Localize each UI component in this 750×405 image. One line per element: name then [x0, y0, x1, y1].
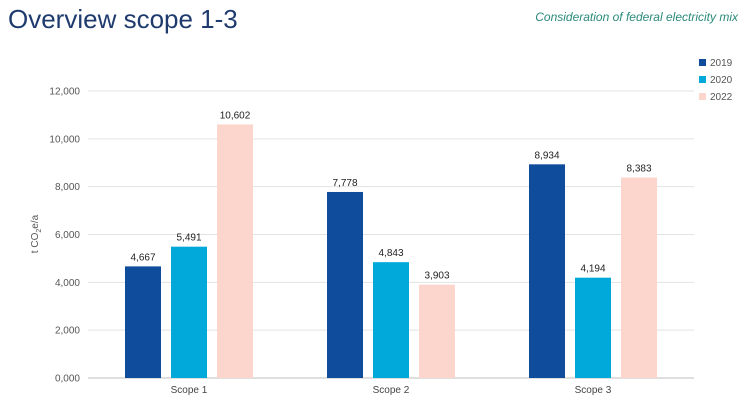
- y-tick-label: 10,000: [49, 134, 80, 145]
- legend-swatch-2019: [699, 59, 706, 66]
- bar-2019-scope-1: [125, 266, 161, 378]
- legend-swatch-2020: [699, 76, 706, 83]
- bar-2022-scope-3: [621, 177, 657, 378]
- x-tick-label: Scope 3: [575, 385, 612, 396]
- bar-2019-scope-2: [327, 191, 363, 378]
- y-axis-label-sub: 2: [36, 229, 43, 233]
- data-label: 8,383: [626, 164, 651, 175]
- bar-2022-scope-2: [419, 284, 455, 378]
- page-title: Overview scope 1-3: [8, 4, 238, 34]
- bar-2020-scope-1: [171, 246, 207, 378]
- y-tick-label: 2,000: [55, 326, 80, 337]
- bar-2020-scope-3: [575, 277, 611, 378]
- y-tick-label: 6,000: [55, 230, 80, 241]
- chart-subtitle: Consideration of federal electricity mix: [535, 10, 738, 24]
- data-label: 4,194: [580, 264, 605, 275]
- y-axis-label: t CO2e/a: [30, 214, 43, 253]
- data-label: 8,934: [534, 150, 559, 161]
- y-tick-label: 4,000: [55, 278, 80, 289]
- x-tick-label: Scope 2: [373, 385, 410, 396]
- y-axis-label-prefix: t CO: [30, 232, 41, 253]
- y-tick-label: 8,000: [55, 182, 80, 193]
- bar-2019-scope-3: [529, 164, 565, 378]
- data-label: 10,602: [220, 110, 251, 121]
- data-label: 4,667: [130, 252, 155, 263]
- y-tick-label: 0,000: [55, 374, 80, 385]
- legend-label-2020: 2020: [710, 75, 733, 86]
- bar-2020-scope-2: [373, 262, 409, 378]
- data-label: 5,491: [176, 233, 201, 244]
- x-tick-label: Scope 1: [171, 385, 208, 396]
- data-label: 7,778: [332, 178, 357, 189]
- data-label: 3,903: [424, 271, 449, 282]
- data-label: 4,843: [378, 248, 403, 259]
- legend-label-2019: 2019: [710, 58, 733, 69]
- y-tick-label: 12,000: [49, 87, 80, 98]
- legend-swatch-2022: [699, 93, 706, 100]
- y-axis-label-suffix: e/a: [30, 214, 41, 228]
- bar-2022-scope-1: [217, 124, 253, 378]
- legend-label-2022: 2022: [710, 92, 733, 103]
